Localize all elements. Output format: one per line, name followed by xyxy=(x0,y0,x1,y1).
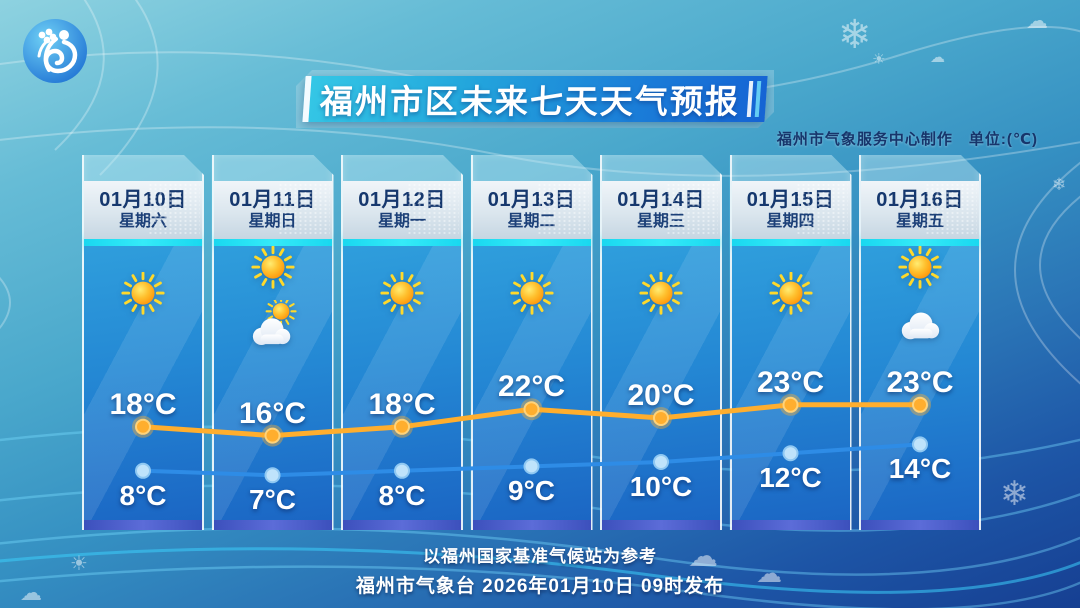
column-base xyxy=(473,520,591,530)
divider xyxy=(861,239,979,246)
date-label: 01月10日 xyxy=(99,188,187,211)
sunny-icon xyxy=(247,246,299,292)
date-label: 01月11日 xyxy=(229,188,316,211)
date-header: 01月13日 星期二 xyxy=(473,181,591,239)
low-temp-label: 10°C xyxy=(629,471,693,502)
column-base xyxy=(343,520,461,530)
weekday-label: 星期二 xyxy=(507,212,556,230)
column-body xyxy=(214,246,332,520)
date-header: 01月10日 星期六 xyxy=(84,181,202,239)
date-label: 01月14日 xyxy=(617,188,705,211)
low-temp-label: 12°C xyxy=(759,462,822,494)
column-base xyxy=(84,520,202,530)
low-temp-label: 8°C xyxy=(378,479,426,511)
weekday-label: 星期三 xyxy=(636,212,685,230)
date-label: 01月16日 xyxy=(876,188,964,211)
high-temp-label: 20°C xyxy=(627,379,695,412)
snowflake-icon: ❄ xyxy=(1000,474,1029,514)
divider xyxy=(214,239,332,246)
weekday-label: 星期一 xyxy=(377,212,426,230)
day-column: 01月10日 星期六 xyxy=(82,155,204,530)
weekday-label: 星期六 xyxy=(118,212,167,230)
divider xyxy=(602,239,720,246)
footer: 以福州国家基准气候站为参考 福州市气象台 2026年01月10日 09时发布 xyxy=(0,542,1080,598)
title-accent-bar xyxy=(302,76,311,122)
snowflake-icon: ❄ xyxy=(1052,175,1066,195)
day-column: 01月13日 星期二 xyxy=(471,155,593,530)
column-base xyxy=(861,520,979,530)
high-temp-label: 23°C xyxy=(886,365,954,399)
sunny-icon xyxy=(117,272,169,318)
snowflake-icon: ❄ xyxy=(838,12,872,58)
date-header: 01月11日 星期日 xyxy=(214,181,332,239)
fuzhou-logo xyxy=(22,18,88,84)
cloud-icon: ☁ xyxy=(930,48,945,66)
sunny-icon xyxy=(376,272,428,318)
date-label: 01月13日 xyxy=(487,188,576,211)
high-temp-label: 16°C xyxy=(238,396,307,430)
sunny-icon xyxy=(635,272,687,318)
date-header: 01月15日 星期四 xyxy=(732,181,850,239)
title-end-bars xyxy=(747,81,762,118)
sun-doodle-icon: ☀ xyxy=(872,50,885,68)
day-column: 01月11日 星期日 xyxy=(212,155,334,530)
low-temp-label: 9°C xyxy=(508,475,555,507)
date-header: 01月12日 星期一 xyxy=(343,181,461,239)
low-temp-label: 8°C xyxy=(119,479,167,511)
date-header: 01月14日 星期三 xyxy=(602,181,720,239)
weekday-label: 星期四 xyxy=(766,212,815,230)
high-temp-label: 18°C xyxy=(109,387,177,421)
footer-reference-note: 以福州国家基准气候站为参考 xyxy=(423,547,657,566)
sunny-icon xyxy=(506,272,558,318)
date-header: 01月16日 星期五 xyxy=(861,181,979,239)
sunny-icon xyxy=(765,272,817,318)
column-base xyxy=(214,520,332,530)
low-temp-label: 7°C xyxy=(249,484,296,516)
logo-flower xyxy=(37,28,57,58)
weekday-label: 星期五 xyxy=(895,212,944,230)
divider xyxy=(84,239,202,246)
high-temp-label: 22°C xyxy=(497,370,566,404)
divider xyxy=(473,239,591,246)
high-temp-label: 23°C xyxy=(756,365,825,399)
credit-text: 福州市气象服务中心制作 单位:(℃) xyxy=(776,131,1038,148)
date-label: 01月15日 xyxy=(746,188,835,211)
date-label: 01月12日 xyxy=(358,188,446,211)
partly-cloudy-icon xyxy=(247,300,299,346)
cloudy-icon xyxy=(894,300,946,346)
high-temp-label: 18°C xyxy=(368,387,436,421)
column-base xyxy=(602,520,720,530)
cloud-icon: ☁ xyxy=(1026,9,1048,34)
page-title: 福州市区未来七天天气预报 xyxy=(319,83,741,120)
low-temp-label: 14°C xyxy=(888,453,952,485)
footer-issue-info: 福州市气象台 2026年01月10日 09时发布 xyxy=(355,576,725,597)
title-banner: 福州市区未来七天天气预报 xyxy=(296,70,774,128)
sunny-icon xyxy=(894,246,946,292)
day-column: 01月12日 星期一 xyxy=(341,155,463,530)
divider xyxy=(732,239,850,246)
weekday-label: 星期日 xyxy=(248,212,297,230)
divider xyxy=(343,239,461,246)
column-base xyxy=(732,520,850,530)
